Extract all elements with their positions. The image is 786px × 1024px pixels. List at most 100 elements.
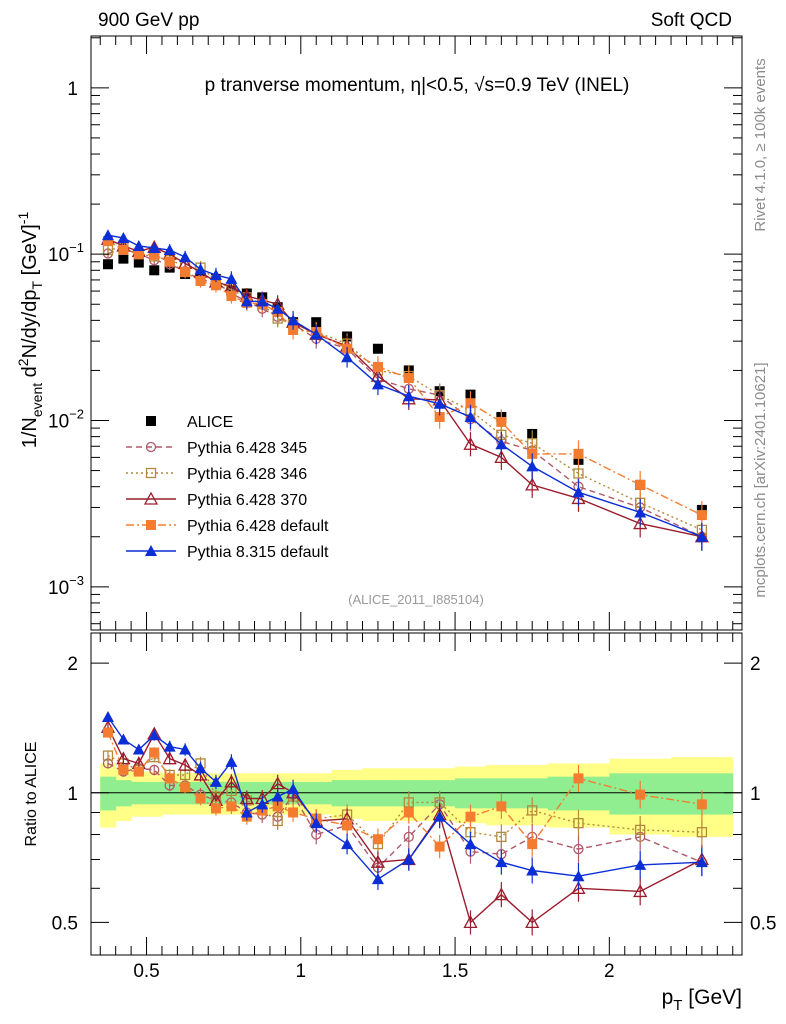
main-plot-area [100, 229, 709, 551]
data-point [149, 747, 160, 758]
data-point [148, 729, 161, 741]
series-pythia-6-428-default [102, 236, 707, 530]
data-point [403, 807, 414, 818]
data-point [180, 782, 191, 793]
data-point [341, 838, 354, 850]
data-point [695, 856, 708, 868]
data-point [149, 249, 160, 260]
ratio-ticks: 0.5 0.5 1 1 2 2 0.5 1 1.5 2 [52, 633, 776, 982]
data-point [179, 251, 192, 263]
ylabel-unit: [GeV] [19, 224, 41, 281]
xlabel-p: p [662, 986, 674, 1009]
data-point [526, 864, 539, 876]
data-point [525, 477, 540, 491]
main-panel: 10−3 10−2 10−1 1 p tranverse momentum, η|<0… [48, 35, 743, 631]
legend-marker [143, 491, 159, 505]
data-point [210, 280, 221, 291]
data-point [102, 727, 113, 738]
data-point [209, 268, 222, 280]
data-point [271, 790, 284, 802]
legend-entry-pythia-6-428-345: Pythia 6.428 345 [126, 440, 307, 457]
data-point [496, 801, 507, 812]
data-point [240, 806, 253, 818]
data-point [572, 870, 585, 882]
data-point [635, 824, 646, 836]
legend-marker [145, 441, 157, 453]
data-point [164, 773, 175, 784]
data-point [496, 416, 507, 427]
data-point [148, 241, 161, 253]
data-point [573, 818, 584, 829]
data-point [371, 378, 384, 390]
data-point [195, 275, 206, 286]
data-point [633, 516, 648, 530]
data-point [696, 827, 708, 838]
data-point [117, 232, 130, 244]
data-point [210, 803, 221, 814]
data-point [101, 229, 114, 241]
data-point [194, 263, 207, 275]
legend-entry-alice: ALICE [146, 414, 233, 431]
legend-entry-pythia-8-315-default: Pythia 8.315 default [126, 544, 329, 561]
legend-entry-pythia-6-428-370: Pythia 6.428 370 [126, 491, 307, 509]
ylabel-part-2: d [19, 366, 41, 383]
x-tick-label: 1 [296, 961, 307, 982]
data-point [403, 831, 414, 843]
series-line [107, 246, 703, 531]
data-point [163, 740, 176, 752]
data-point [133, 257, 144, 268]
rivet-version-label: Rivet 4.1.0, ≥ 100k events [752, 58, 769, 231]
title-eta: η|<0.5, [411, 75, 475, 96]
data-point [572, 486, 585, 498]
legend-label: Pythia 8.315 default [187, 544, 329, 561]
data-point [634, 858, 647, 870]
data-point [464, 838, 477, 850]
data-point [496, 831, 507, 843]
data-point [494, 887, 509, 901]
title-suffix: =0.9 TeV (INEL) [494, 75, 629, 96]
title-sqrt: √s [474, 75, 494, 96]
xlabel-sub-t: T [673, 997, 682, 1014]
data-point [465, 811, 476, 822]
data-point [132, 239, 145, 251]
data-point [163, 243, 176, 255]
legend-marker [146, 520, 156, 530]
data-point [133, 766, 144, 777]
ratio-y-tick-label: 1 [67, 784, 78, 805]
legend-label: ALICE [187, 414, 233, 431]
data-point [225, 272, 238, 284]
series-pythia-6-428-default [102, 727, 707, 859]
data-point [402, 853, 415, 865]
data-point [526, 460, 539, 472]
ylabel-part-1: 1/N [19, 417, 41, 448]
category-label: Soft QCD [651, 10, 732, 31]
ylabel-sub-t: T [29, 280, 45, 289]
ratio-frame [90, 632, 743, 956]
data-point [149, 764, 160, 776]
legend-marker [146, 416, 156, 426]
data-point [178, 757, 193, 771]
main-y-axis-label: 1/Nevent d2N/dy/dpT [GeV]-1 [15, 212, 45, 449]
data-point [256, 798, 269, 810]
ylabel-sub-event: event [29, 383, 45, 417]
data-point [271, 302, 284, 314]
data-point [573, 448, 584, 459]
data-point [464, 410, 477, 422]
ratio-y-tick-label-right: 0.5 [750, 913, 776, 934]
ratio-y-axis-label: Ratio to ALICE [23, 742, 40, 847]
data-point [288, 807, 299, 818]
band-segment [100, 776, 117, 811]
data-point [194, 762, 207, 774]
data-point [162, 751, 177, 765]
data-point [225, 755, 238, 767]
data-point [310, 817, 323, 829]
data-point [164, 256, 175, 267]
data-point [240, 295, 253, 307]
data-point [696, 799, 707, 810]
legend-label: Pythia 6.428 345 [187, 440, 307, 457]
data-point [372, 361, 383, 372]
data-point [117, 733, 130, 745]
ratio-y-tick-label-right: 2 [750, 654, 761, 675]
data-point [573, 773, 584, 784]
band-segment [455, 778, 487, 809]
